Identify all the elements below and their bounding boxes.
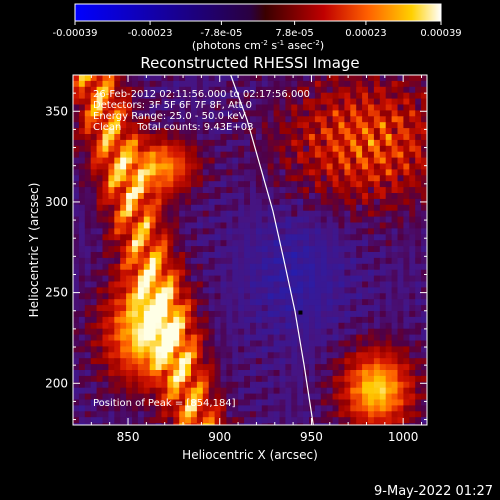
colorbar-tick-label: 7.8e-05 [275,28,313,39]
peak-position-label: Position of Peak = [854,184] [93,398,236,409]
colorbar-unit-label: (photons cm-2 s-1 asec-2) [192,39,324,52]
colorbar-tick-label: -0.00023 [128,28,173,39]
annotation-detectors: Detectors: 3F 5F 6F 7F 8F, Att 0 [93,100,252,111]
axes: 850 900 950 1000 200 250 300 350 [45,75,427,444]
annotations: 26-Feb-2012 02:11:56.000 to 02:17:56.000… [93,89,310,409]
x-tick-label: 900 [208,430,231,444]
x-tick-label: 1000 [388,430,419,444]
heatmap-image [73,75,427,425]
y-axis-label: Heliocentric Y (arcsec) [27,183,41,318]
y-tick-label: 250 [45,286,68,300]
timestamp: 9-May-2022 01:27 [374,484,493,499]
x-tick-label: 850 [117,430,140,444]
colorbar-tick-label: 0.00023 [345,28,386,39]
chart-title: Reconstructed RHESSI Image [140,54,359,72]
y-tick-label: 200 [45,376,68,390]
plot-frame [72,74,428,426]
solar-limb-curve [230,75,314,425]
annotation-time: 26-Feb-2012 02:11:56.000 to 02:17:56.000 [93,89,310,100]
colorbar-tick-label: -7.8e-05 [200,28,242,39]
y-tick-label: 300 [45,195,68,209]
colorbar-tick-label: 0.00039 [420,28,461,39]
colorbar [74,3,442,22]
x-axis-label: Heliocentric X (arcsec) [182,448,318,462]
colorbar-ticks: -0.00039 -0.00023 -7.8e-05 7.8e-05 0.00023 0.… [53,21,462,39]
annotation-clean: Clean Total counts: 9.43E+03 [93,122,253,133]
minimum-marker [298,310,303,315]
y-tick-label: 350 [45,104,68,118]
colorbar-tick-label: -0.00039 [53,28,98,39]
x-tick-label: 950 [300,430,323,444]
annotation-energy: Energy Range: 25.0 - 50.0 keV [93,111,246,122]
